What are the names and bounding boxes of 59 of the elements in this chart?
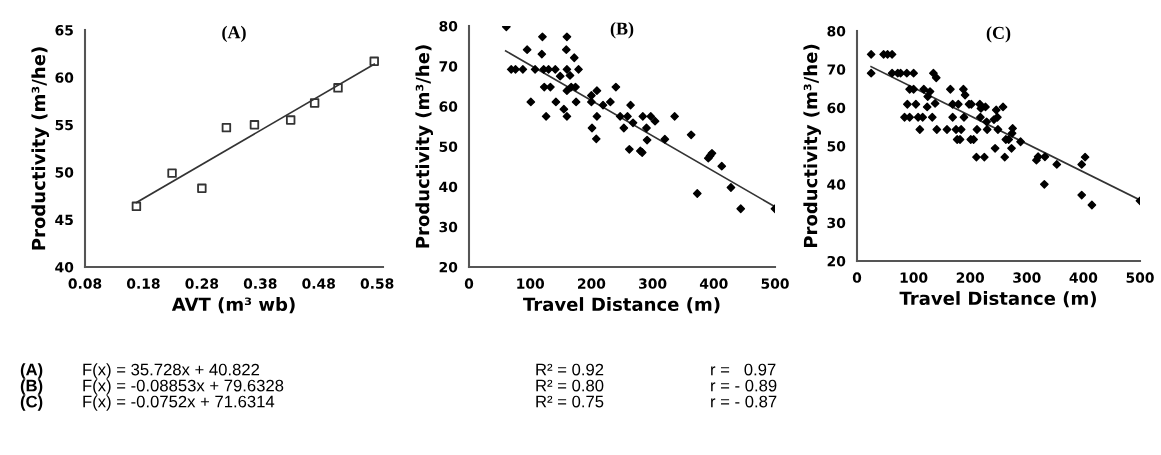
y-tick-label: 40 bbox=[55, 261, 74, 273]
x-tick-label: 0 bbox=[852, 272, 862, 283]
y-tick-label: 80 bbox=[827, 25, 846, 37]
x-tick-label: 100 bbox=[517, 278, 545, 289]
text: r = 0.97 bbox=[711, 363, 776, 376]
x-tick-label: 500 bbox=[761, 278, 789, 289]
y-tick-label: 50 bbox=[439, 141, 458, 152]
x-tick-label: 200 bbox=[956, 272, 985, 283]
y-tick-label: 55 bbox=[55, 119, 73, 131]
y-axis-title: Productivity (m³/he) bbox=[415, 45, 434, 248]
text: R² = 0.75 bbox=[536, 395, 604, 408]
text: R² = 0.80 bbox=[536, 379, 604, 392]
text: (B) bbox=[20, 379, 43, 395]
y-tick-label: 40 bbox=[439, 181, 458, 193]
text: F(x) = -0.0752x + 71.6314 bbox=[83, 395, 275, 411]
x-tick-label: 0.08 bbox=[68, 278, 102, 289]
text: F(x) = -0.08853x + 79.6328 bbox=[83, 379, 284, 395]
x-tick-label: 300 bbox=[639, 278, 667, 289]
x-tick-label: 500 bbox=[1126, 272, 1154, 283]
y-tick-label: 50 bbox=[55, 167, 74, 178]
y-tick-label: 65 bbox=[55, 24, 73, 36]
y-tick-label: 60 bbox=[827, 102, 846, 114]
x-axis-title: AVT (m³ wb) bbox=[171, 297, 295, 314]
x-tick-label: 0 bbox=[464, 278, 474, 289]
y-tick-label: 30 bbox=[439, 221, 458, 233]
text: (C) bbox=[20, 395, 43, 411]
x-tick-label: 400 bbox=[1069, 272, 1098, 283]
y-tick-label: 60 bbox=[439, 101, 458, 112]
x-tick-label: 0.48 bbox=[302, 278, 335, 289]
y-tick-label: 20 bbox=[439, 261, 458, 273]
x-tick-label: 100 bbox=[900, 272, 928, 283]
y-tick-label: 40 bbox=[827, 179, 846, 190]
x-tick-label: 0.38 bbox=[243, 278, 277, 289]
y-tick-label: 20 bbox=[827, 255, 846, 267]
x-tick-label: 0.18 bbox=[126, 278, 160, 289]
x-tick-label: 0.28 bbox=[185, 278, 219, 289]
text: (A) bbox=[20, 363, 43, 379]
text: r = - 0.89 bbox=[711, 379, 777, 392]
y-tick-label: 60 bbox=[55, 72, 74, 83]
x-axis-title: Travel Distance (m) bbox=[899, 291, 1096, 308]
text: F(x) = 35.728x + 40.822 bbox=[83, 363, 260, 379]
chart-title: (A) bbox=[222, 25, 246, 43]
y-tick-label: 70 bbox=[827, 64, 846, 75]
y-tick-label: 45 bbox=[55, 214, 73, 226]
x-tick-label: 400 bbox=[699, 278, 728, 289]
y-tick-label: 80 bbox=[439, 20, 458, 32]
y-tick-label: 70 bbox=[439, 61, 458, 72]
x-tick-label: 0.58 bbox=[360, 278, 394, 289]
text: R² = 0.92 bbox=[536, 363, 604, 376]
chart-title: (B) bbox=[610, 22, 634, 39]
y-tick-label: 50 bbox=[827, 140, 846, 152]
x-tick-label: 200 bbox=[578, 278, 606, 289]
chart-title: (C) bbox=[986, 26, 1011, 43]
y-axis-title: Productivity (m³/he) bbox=[31, 47, 50, 250]
x-tick-label: 300 bbox=[1013, 272, 1041, 283]
text: r = - 0.87 bbox=[711, 395, 777, 408]
y-tick-label: 30 bbox=[827, 217, 846, 229]
y-axis-title: Productivity (m³/he) bbox=[803, 44, 822, 248]
x-axis-title: Travel Distance (m) bbox=[523, 297, 720, 314]
